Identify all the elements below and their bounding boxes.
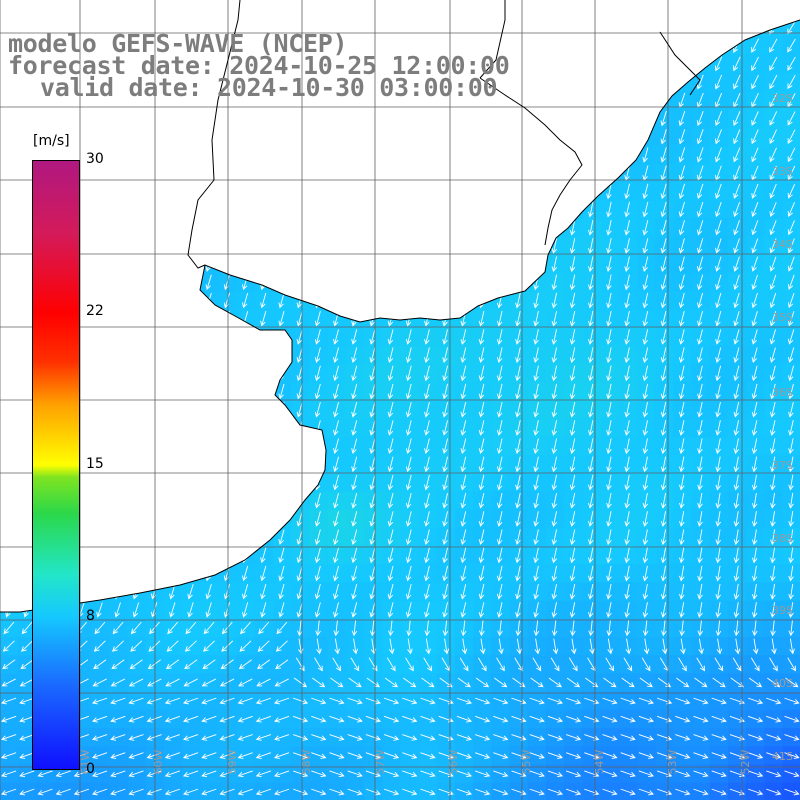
longitude-label: 55W — [520, 749, 533, 774]
latitude-label: 40S — [772, 677, 793, 690]
colorbar-unit: [m/s] — [33, 133, 70, 149]
longitude-label: 60W — [152, 749, 165, 774]
latitude-label: 34S — [772, 238, 793, 251]
longitude-label: 54W — [593, 749, 606, 774]
model-title: modelo GEFS-WAVE (NCEP) — [8, 29, 348, 58]
longitude-label: 52W — [739, 749, 752, 774]
colorbar-tick-label: 15 — [86, 456, 104, 472]
colorbar-tick-label: 22 — [86, 303, 104, 319]
latitude-label: 39S — [772, 604, 793, 617]
colorbar-tick-label: 30 — [86, 151, 104, 167]
longitude-label: 58W — [300, 749, 313, 774]
latitude-label: 35S — [772, 311, 793, 324]
latitude-label: 41S — [772, 750, 793, 763]
latitude-label: 33S — [772, 165, 793, 178]
latitude-labels: 32S 33S 34S 35S 36S 37S 38S 39S 40S 41S — [772, 92, 793, 763]
longitude-labels: 61W 60W 59W 58W 57W 56W 55W 54W 53W 52W — [79, 749, 752, 774]
colorbar-tick-label: 0 — [86, 761, 95, 777]
longitude-label: 53W — [666, 749, 679, 774]
valid-date: valid date: 2024-10-30 03:00:00 — [40, 73, 498, 102]
coastline — [0, 0, 800, 613]
longitude-label: 57W — [374, 749, 387, 774]
latitude-label: 37S — [772, 459, 793, 472]
forecast-date: forecast date: 2024-10-25 12:00:00 — [8, 51, 510, 80]
latitude-label: 38S — [772, 532, 793, 545]
latitude-label: 32S — [772, 92, 793, 105]
longitude-label: 61W — [79, 749, 92, 774]
colorbar — [32, 160, 80, 770]
latitude-label: 36S — [772, 386, 793, 399]
longitude-label: 56W — [447, 749, 460, 774]
colorbar-tick-label: 8 — [86, 608, 95, 624]
longitude-label: 59W — [226, 749, 239, 774]
